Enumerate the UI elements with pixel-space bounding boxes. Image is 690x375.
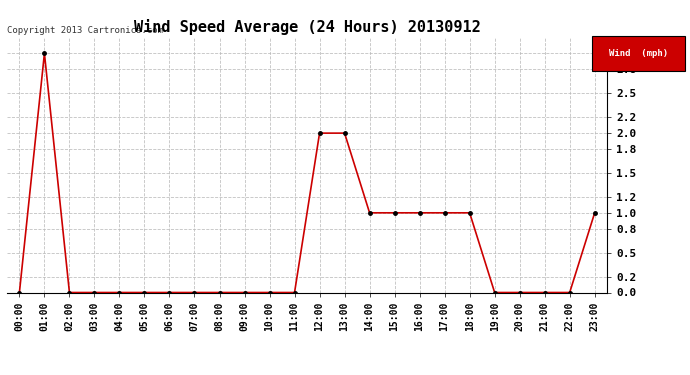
FancyBboxPatch shape	[592, 36, 685, 70]
Text: Copyright 2013 Cartronics.com: Copyright 2013 Cartronics.com	[7, 26, 163, 35]
Text: Wind  (mph): Wind (mph)	[609, 49, 668, 58]
Title: Wind Speed Average (24 Hours) 20130912: Wind Speed Average (24 Hours) 20130912	[134, 19, 480, 35]
